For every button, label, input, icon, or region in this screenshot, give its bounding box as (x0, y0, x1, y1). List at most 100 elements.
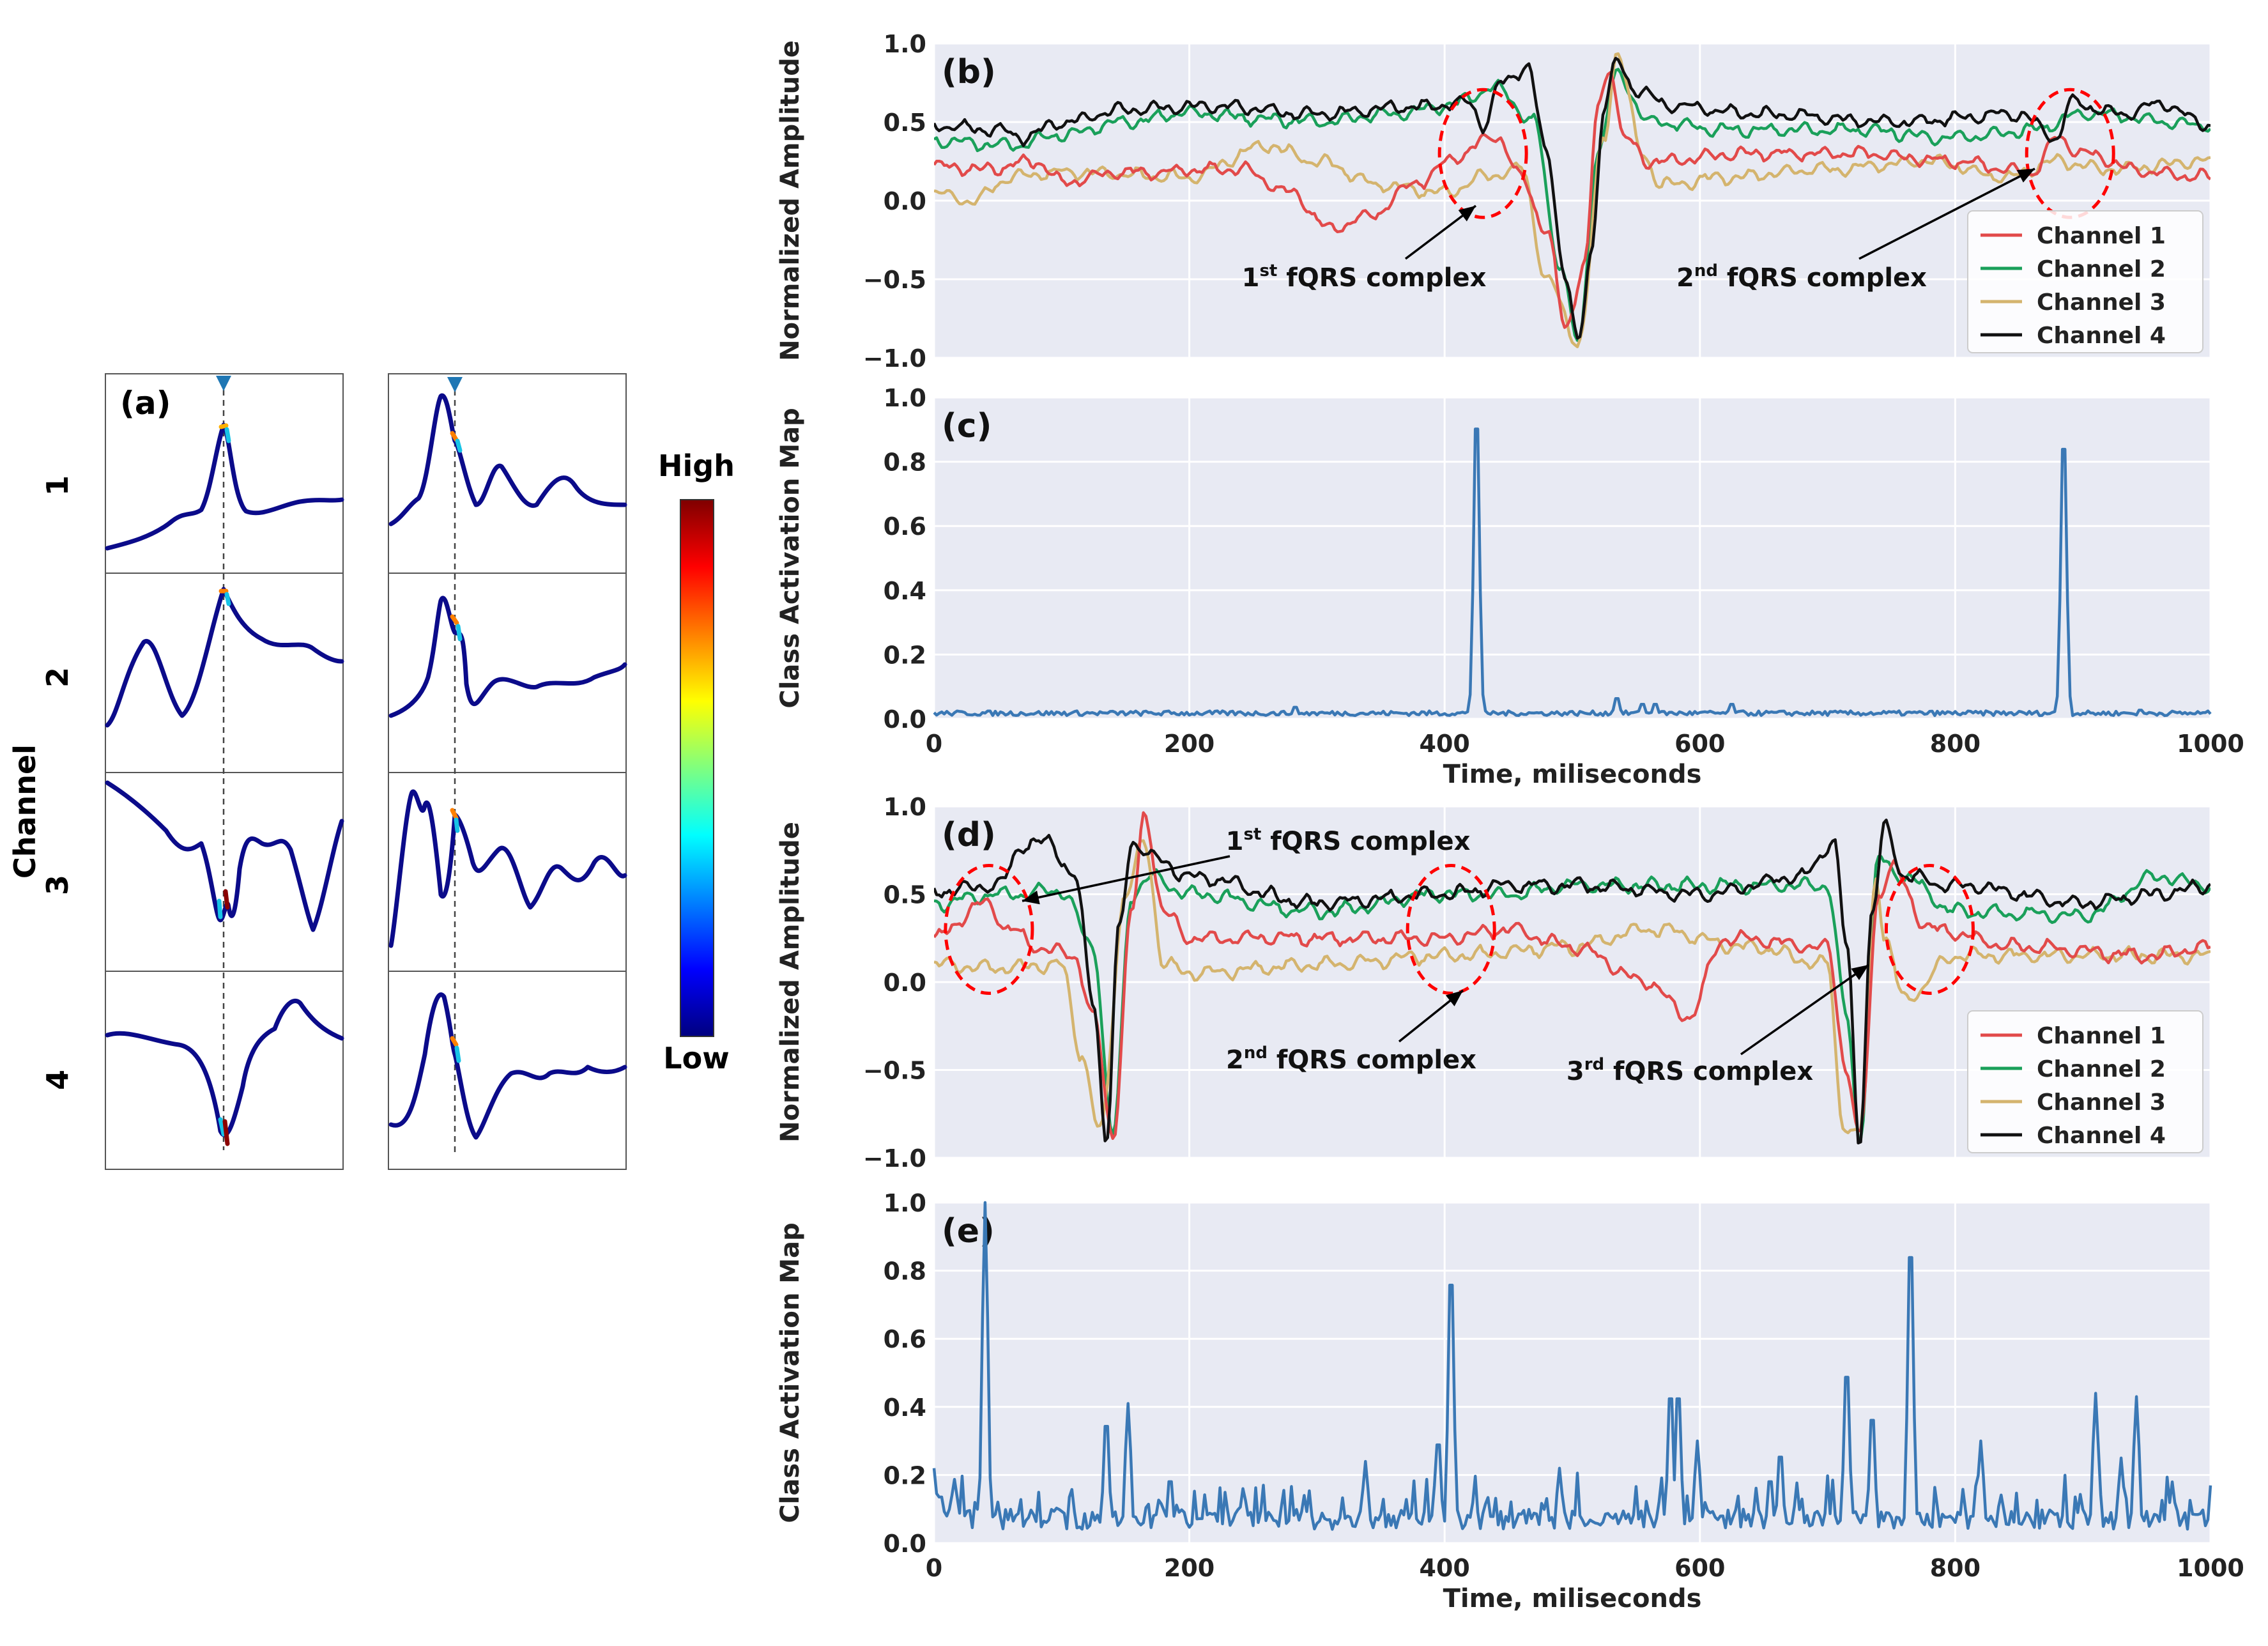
fqrs-circle-1 (944, 864, 1034, 995)
x-axis-label: Time, miliseconds (1443, 760, 1702, 789)
annotation-ordinal: 2 (1226, 1045, 1244, 1075)
panel-a-ylabel: Channel (8, 744, 42, 879)
annotation-text: fQRS complex (1277, 263, 1486, 293)
x-tick-label: 600 (1674, 1554, 1725, 1582)
y-tick-label: 0.2 (884, 641, 926, 669)
y-tick-label: −1.0 (863, 1144, 926, 1173)
colorbar-high-label: High (658, 449, 735, 483)
trace-r2 (388, 596, 627, 718)
y-tick-label: 0.2 (884, 1461, 926, 1489)
panel-label: (b) (942, 53, 996, 91)
annotation-arrow-1 (1022, 855, 1230, 902)
y-tick-label: 0.4 (884, 1394, 926, 1422)
legend-label-channel-1: Channel 1 (2037, 1023, 2166, 1049)
annotation-label-1: 1st fQRS complex (1242, 261, 1487, 293)
annotation-arrowhead-2 (2016, 169, 2035, 183)
panel-a-label: (a) (120, 385, 171, 422)
annotation-superscript: nd (1244, 1043, 1268, 1063)
cam-series-line (932, 1201, 2212, 1531)
y-tick-label: 0.4 (884, 577, 926, 605)
legend-label-channel-2: Channel 2 (2037, 256, 2166, 282)
annotation-arrow-3 (1740, 964, 1870, 1056)
annotation-arrow-2 (1858, 167, 2035, 260)
y-tick-label: −1.0 (863, 344, 926, 373)
annotation-superscript: st (1243, 825, 1261, 844)
x-tick-label: 200 (1164, 730, 1214, 758)
x-tick-label: 0 (926, 1554, 942, 1582)
trace-r3 (388, 789, 627, 948)
x-tick-label: 1000 (2177, 730, 2244, 758)
fqrs-circle-1 (1437, 88, 1528, 219)
legend-box (1967, 1010, 2203, 1153)
y-tick-label: −0.5 (863, 1057, 926, 1085)
panel-label: (d) (942, 816, 996, 854)
legend-label-channel-3: Channel 3 (2037, 289, 2166, 316)
trace-l3 (105, 780, 344, 932)
annotation-label-2: 2nd fQRS complex (1676, 261, 1927, 293)
annotation-label-1: 1st fQRS complex (1226, 825, 1471, 856)
trace-l4 (105, 998, 344, 1137)
cam-series-line (933, 427, 2212, 718)
x-tick-label: 400 (1420, 730, 1470, 758)
annotation-ordinal: 1 (1226, 827, 1244, 856)
x-axis-label: Time, miliseconds (1443, 1584, 1702, 1613)
x-tick-label: 400 (1420, 1554, 1470, 1582)
annotation-text: fQRS complex (1604, 1057, 1813, 1086)
annotation-arrowhead-1 (1458, 206, 1476, 222)
colorbar-low-label: Low (663, 1041, 729, 1075)
fqrs-circle-3 (1884, 864, 1975, 995)
y-tick-label: 0.6 (884, 512, 926, 541)
series-line-channel-3 (934, 839, 2211, 1135)
annotation-text: fQRS complex (1268, 1045, 1476, 1075)
series-line-channel-1 (934, 811, 2211, 1140)
snippet-box-r2 (388, 573, 627, 773)
x-tick-label: 800 (1930, 1554, 1981, 1582)
panel-e: 0.0 0.2 0.4 0.6 0.8 1.0 0 200 400 600 800 1000 Time,… (776, 1189, 2244, 1613)
y-tick-label: 0.0 (884, 705, 926, 734)
row-label-2: 2 (40, 667, 75, 688)
annotation-arrowhead-2 (1445, 990, 1463, 1006)
panel-d: −1.0 −0.5 0.0 0.5 1.0 Normalized Amplitude (d)… (776, 793, 2212, 1173)
y-tick-label: 1.0 (884, 384, 926, 412)
annotation-label-2: 2nd fQRS complex (1226, 1043, 1476, 1075)
row-label-3: 3 (40, 875, 75, 895)
legend-label-channel-4: Channel 4 (2037, 323, 2166, 349)
trace-r4 (388, 992, 627, 1140)
annotation-arrowhead-3 (1851, 965, 1869, 980)
plot-area (934, 397, 2211, 719)
y-axis-label: Normalized Amplitude (776, 822, 805, 1142)
peak-marker-triangle-left (216, 376, 231, 391)
legend-label-channel-3: Channel 3 (2037, 1089, 2166, 1116)
annotation-superscript: nd (1694, 261, 1718, 281)
y-axis-label: Class Activation Map (776, 408, 805, 708)
row-label-1: 1 (40, 475, 75, 496)
peak-marker-triangle-right (447, 377, 463, 392)
annotation-ordinal: 1 (1242, 263, 1260, 293)
panel-label: (c) (942, 407, 992, 445)
y-tick-label: 1.0 (884, 30, 926, 58)
annotation-text: fQRS complex (1261, 827, 1470, 856)
y-tick-label: 0.0 (884, 1530, 926, 1558)
series-line-channel-4 (934, 56, 2211, 340)
y-tick-label: 1.0 (884, 1189, 926, 1217)
annotation-text: fQRS complex (1718, 263, 1927, 293)
x-tick-label: 200 (1164, 1554, 1214, 1582)
y-axis-label: Class Activation Map (776, 1222, 805, 1523)
y-tick-label: 0.0 (884, 969, 926, 997)
row-label-4: 4 (40, 1070, 75, 1090)
y-tick-label: 0.6 (884, 1325, 926, 1353)
series-line-channel-4 (934, 819, 2211, 1145)
y-tick-label: 0.8 (884, 449, 926, 477)
annotation-arrowhead-1 (1022, 890, 1040, 905)
annotation-ordinal: 3 (1567, 1057, 1584, 1086)
colorbar (680, 499, 714, 1037)
annotation-ordinal: 2 (1676, 263, 1694, 293)
y-tick-label: 0.8 (884, 1258, 926, 1286)
activation-highlights (217, 423, 463, 1146)
legend-box (1967, 210, 2203, 353)
series-line-channel-2 (934, 68, 2211, 342)
panel-a: Channel 1 2 3 4 (a) (8, 373, 735, 1170)
y-tick-label: 1.0 (884, 793, 926, 821)
legend-label-channel-1: Channel 1 (2037, 223, 2166, 249)
